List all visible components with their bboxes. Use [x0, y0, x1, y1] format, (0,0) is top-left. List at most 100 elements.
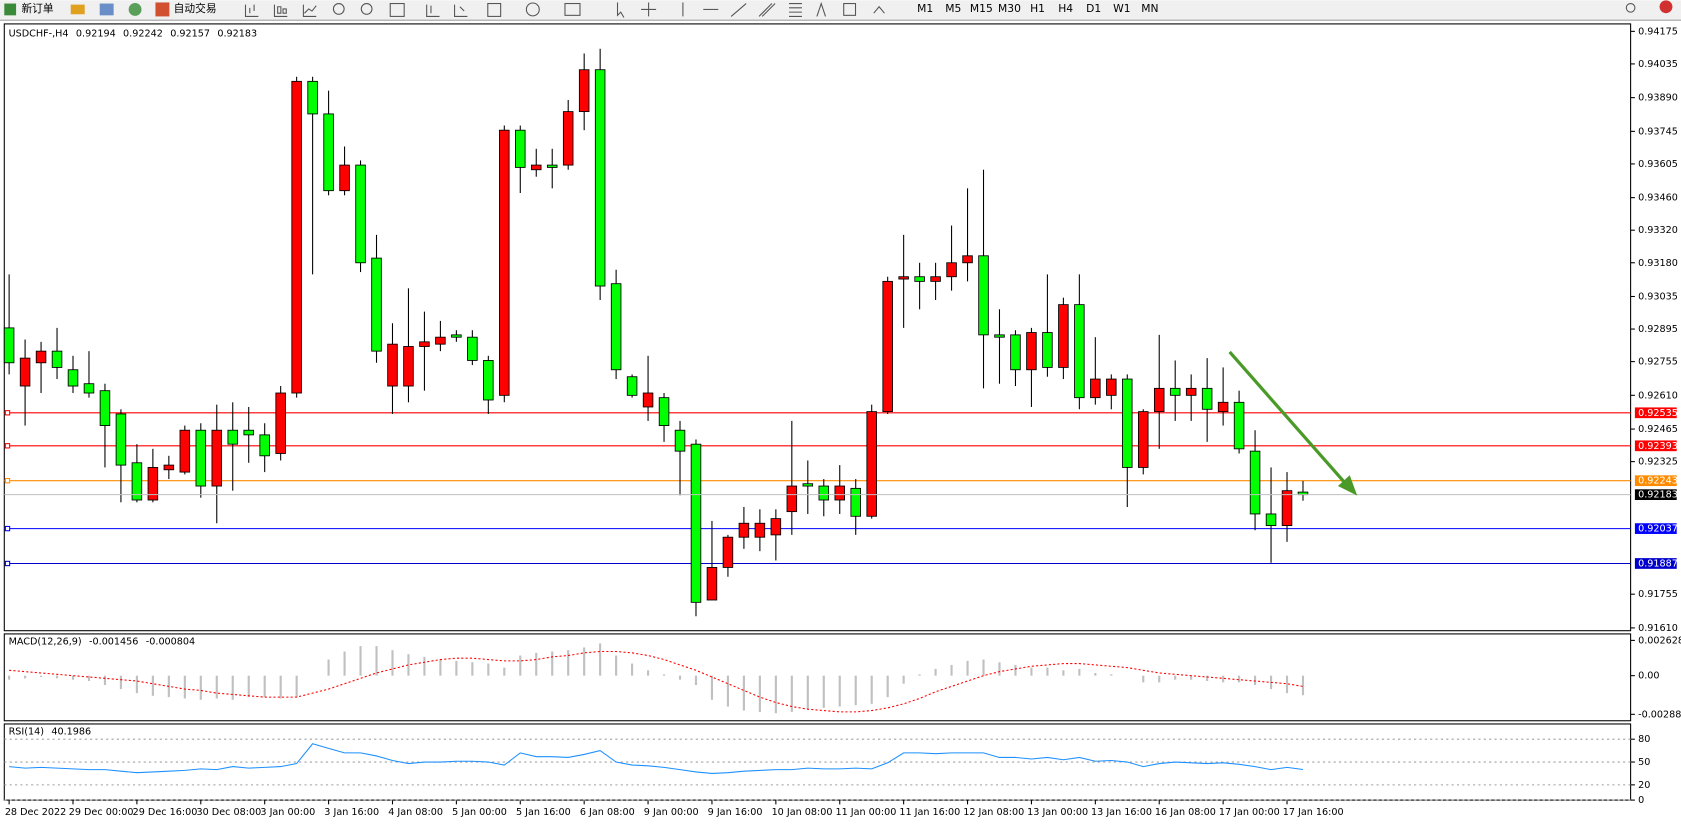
tool-icon[interactable] — [99, 3, 114, 16]
y-tick-label: 0.93035 — [1638, 291, 1678, 302]
x-tick-label: 3 Jan 00:00 — [260, 807, 315, 818]
candle-body — [1122, 378, 1133, 468]
candle-body — [658, 397, 670, 426]
candle-body — [978, 255, 989, 336]
y-tick-label: 0.92610 — [1638, 390, 1678, 401]
tile-icon[interactable] — [389, 3, 405, 17]
candle-body — [323, 113, 334, 192]
candle-body — [770, 518, 782, 536]
x-tick-label: 17 Jan 00:00 — [1219, 807, 1280, 818]
zoom-in-icon[interactable] — [332, 3, 345, 15]
candle-body — [850, 487, 861, 517]
arrows-icon[interactable] — [873, 5, 885, 14]
candle-body — [131, 462, 143, 501]
shift-icon[interactable] — [426, 4, 440, 17]
y-tick-label: 0.92895 — [1638, 324, 1678, 335]
x-tick-label: 4 Jan 08:00 — [388, 807, 443, 818]
timeframe-button[interactable]: M15 — [970, 2, 993, 15]
timeframe-button[interactable]: D1 — [1086, 2, 1101, 15]
candle-body — [1042, 332, 1053, 368]
candle-body — [227, 429, 238, 445]
candle-body — [403, 346, 414, 387]
candle-body — [802, 483, 814, 487]
x-tick-label: 28 Dec 2022 — [5, 807, 66, 818]
timeframe-button[interactable]: M5 — [945, 2, 961, 15]
timeframe-button[interactable]: H1 — [1030, 2, 1045, 15]
crosshair-icon[interactable] — [641, 2, 657, 17]
candle-icon[interactable] — [273, 4, 288, 17]
candle-body — [594, 69, 606, 287]
timeframe-button[interactable]: MN — [1141, 2, 1158, 15]
candle-body — [738, 522, 750, 538]
level-handle — [4, 525, 11, 532]
y-tick-label: 20 — [1638, 780, 1650, 791]
level-label-bg — [1634, 523, 1677, 534]
candle-body — [419, 341, 430, 347]
indicators-icon[interactable] — [487, 3, 502, 17]
candle-body — [562, 111, 574, 166]
timeframe-bar: M1 M5 M15 M30 H1 H4 D1 W1 MN — [917, 2, 1158, 15]
tool-icon[interactable] — [128, 3, 142, 16]
templates-icon[interactable] — [564, 3, 581, 16]
new-order-icon[interactable] — [4, 3, 17, 16]
auto-trading-button[interactable]: 自动交易 — [174, 2, 217, 15]
timeframe-button[interactable]: M30 — [998, 2, 1021, 15]
candle-body — [515, 129, 526, 168]
candle-body — [914, 276, 925, 282]
text-icon[interactable] — [816, 1, 826, 17]
candle-body — [786, 485, 798, 513]
y-tick-label: 0.93890 — [1638, 93, 1678, 104]
candle-body — [1090, 378, 1101, 399]
y-tick-label: 0.00 — [1638, 671, 1659, 682]
cursor-icon[interactable] — [616, 2, 625, 18]
candle-body — [147, 467, 159, 501]
candle-body — [499, 129, 510, 396]
candle-body — [259, 434, 270, 457]
level-label-bg — [1634, 407, 1677, 419]
x-tick-label: 13 Jan 16:00 — [1091, 807, 1152, 818]
level-label: 0.92037 — [1638, 524, 1678, 535]
y-tick-label: 0 — [1638, 795, 1644, 806]
timeframe-button[interactable]: H4 — [1058, 2, 1073, 15]
fibo-icon[interactable] — [789, 3, 802, 17]
level-label: 0.92243 — [1638, 476, 1678, 487]
candle-body — [307, 80, 318, 115]
x-tick-label: 17 Jan 16:00 — [1283, 807, 1344, 818]
new-order-button[interactable]: 新订单 — [21, 2, 53, 15]
candle-body — [690, 443, 702, 603]
notification-badge[interactable] — [1659, 0, 1673, 14]
panel-frame — [3, 23, 1632, 632]
trend-arrow — [1228, 350, 1350, 489]
y-tick-label: 50 — [1638, 757, 1650, 768]
timeframe-button[interactable]: W1 — [1113, 2, 1130, 15]
search-icon[interactable] — [1625, 3, 1636, 13]
candle-body — [866, 411, 877, 517]
candle-body — [930, 276, 941, 282]
x-tick-label: 12 Jan 08:00 — [963, 807, 1024, 818]
candle-body — [163, 464, 175, 471]
candle-body — [179, 429, 191, 473]
level-label-bg — [1634, 440, 1677, 452]
channel-icon[interactable] — [758, 3, 776, 17]
chart-header: USDCHF-,H4 0.92194 0.92242 0.92157 0.921… — [9, 29, 258, 40]
candle-body — [291, 80, 302, 394]
periods-icon[interactable] — [525, 2, 540, 17]
y-tick-label: 0.93460 — [1638, 193, 1678, 204]
auto-trading-icon[interactable] — [155, 2, 170, 17]
high-value: 0.92242 — [123, 29, 163, 40]
candle-body — [67, 369, 79, 387]
symbol: USDCHF-,H4 — [9, 29, 69, 40]
zoom-out-icon[interactable] — [360, 3, 373, 15]
signal-value: -0.000804 — [146, 636, 195, 647]
label-icon[interactable] — [843, 3, 857, 16]
candle-body — [1106, 378, 1117, 396]
bar-chart-icon[interactable] — [244, 4, 259, 17]
candle-body — [546, 164, 558, 168]
trendline-icon[interactable] — [730, 3, 747, 17]
level-label: 0.91887 — [1638, 558, 1678, 569]
autoscroll-icon[interactable] — [454, 4, 468, 17]
y-tick-label: 0.91755 — [1638, 589, 1678, 600]
line-chart-icon[interactable] — [302, 4, 317, 17]
tool-icon[interactable] — [70, 4, 85, 15]
timeframe-button[interactable]: M1 — [917, 2, 933, 15]
